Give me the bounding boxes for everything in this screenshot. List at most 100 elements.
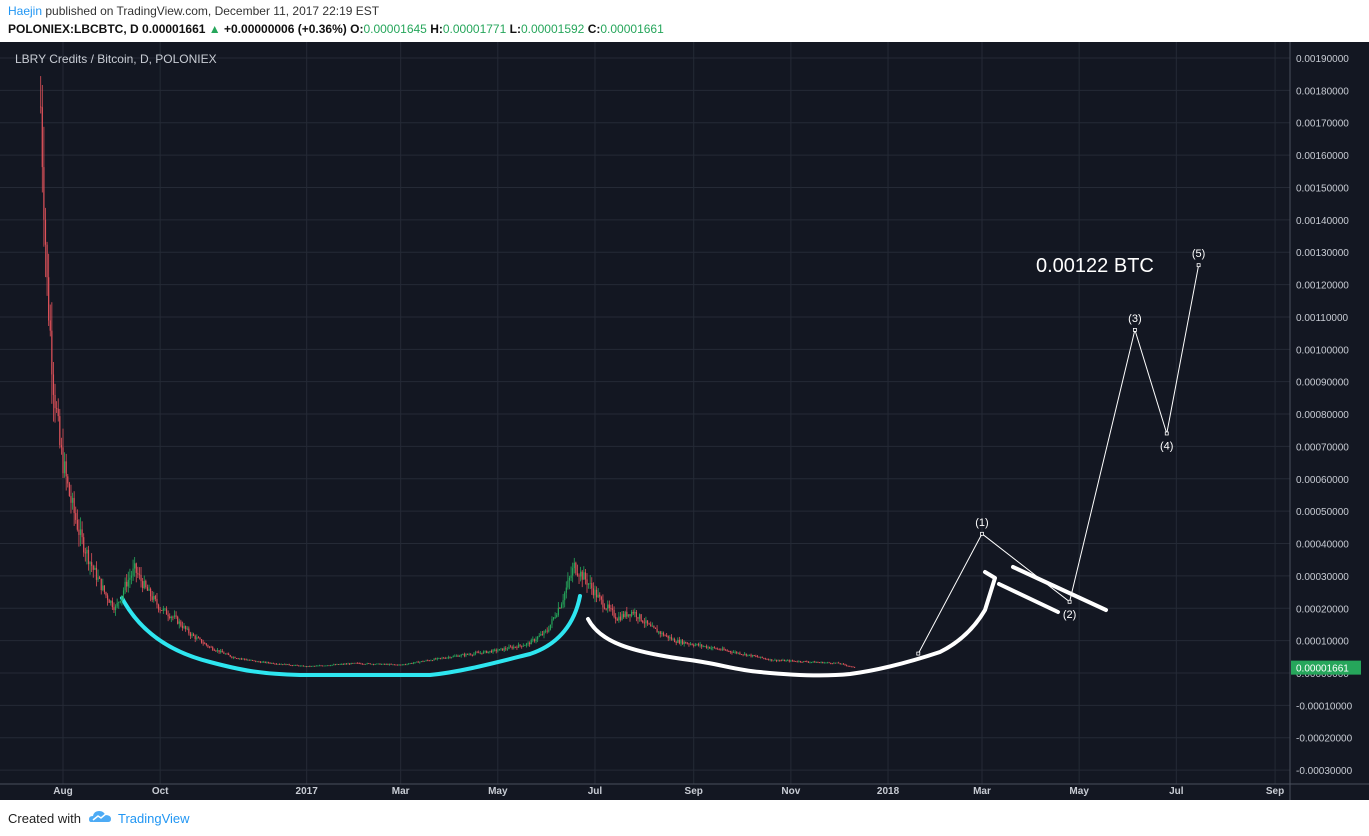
candle-body	[771, 659, 773, 661]
candle-body	[228, 653, 230, 656]
candle-body	[296, 665, 298, 666]
symbol-label: POLONIEX:LBCBTC, D	[8, 22, 139, 36]
candle-body	[605, 608, 607, 610]
candle-body	[414, 662, 416, 663]
candle-body	[492, 649, 494, 653]
candle-body	[172, 616, 174, 618]
wave-point[interactable]	[1196, 263, 1201, 268]
candle-body	[509, 646, 512, 648]
candle-body	[548, 629, 550, 632]
candle-body	[148, 588, 150, 591]
wave-point[interactable]	[1133, 327, 1137, 332]
candle-body	[658, 631, 660, 633]
candle-body	[674, 638, 676, 643]
candle-body	[849, 666, 851, 667]
wave-point[interactable]	[1067, 599, 1072, 604]
candle-body	[63, 461, 66, 474]
tradingview-link[interactable]: TradingView	[118, 811, 190, 826]
candle-body	[165, 608, 168, 615]
candle-body	[99, 577, 101, 579]
price-chart[interactable]: (1) (2) (3) (4) (5) 0.00122 BTC 0.00190000 0.0…	[0, 42, 1369, 800]
candle-body	[844, 664, 846, 666]
candle-body	[282, 664, 284, 665]
candle-body	[831, 663, 833, 665]
candle-body	[119, 600, 121, 603]
candle-body	[611, 608, 614, 611]
x-tick-label: Sep	[1266, 786, 1284, 797]
candle-body	[312, 665, 314, 667]
candle-body	[466, 653, 469, 655]
y-tick-label: 0.00120000	[1296, 281, 1349, 292]
candle-body	[216, 650, 219, 652]
candle-body	[306, 666, 308, 667]
candle-body	[290, 665, 292, 666]
candle-body	[562, 600, 564, 605]
candle-body	[46, 244, 48, 278]
candle-body	[149, 588, 152, 597]
author-link[interactable]: Haejin	[8, 4, 43, 18]
candle-body	[409, 663, 411, 664]
candle-body	[670, 637, 673, 640]
candle-body	[780, 660, 782, 662]
wave-point[interactable]	[1164, 431, 1169, 436]
candle-body	[560, 604, 563, 609]
candle-body	[322, 665, 324, 667]
candle-body	[458, 656, 461, 657]
candle-body	[575, 562, 577, 574]
candle-body	[568, 577, 571, 581]
candle-body	[484, 650, 486, 652]
y-tick-label: 0.00140000	[1296, 216, 1349, 227]
candle-body	[825, 662, 827, 664]
candle-body	[659, 631, 661, 634]
candle-body	[476, 652, 478, 654]
candle-body	[403, 664, 405, 666]
candle-body	[519, 644, 521, 646]
last-price-label: 0.00001661	[1296, 664, 1349, 675]
candle-body	[271, 662, 273, 664]
candle-body	[180, 621, 182, 626]
candle-body	[610, 608, 612, 609]
candle-body	[853, 666, 856, 668]
tradingview-logo-icon[interactable]	[88, 808, 114, 826]
y-tick-label: 0.00070000	[1296, 442, 1349, 453]
candle-body	[151, 596, 153, 600]
candle-body	[750, 654, 752, 657]
candle-body	[299, 665, 301, 667]
candle-body	[648, 623, 650, 625]
wave-point[interactable]	[916, 651, 921, 656]
x-tick-label: Sep	[685, 786, 703, 797]
chart-area[interactable]: (1) (2) (3) (4) (5) 0.00122 BTC 0.00190000 0.0…	[0, 42, 1369, 800]
candle-body	[701, 644, 703, 647]
candle-body	[621, 614, 623, 620]
candle-body	[573, 562, 575, 569]
candle-body	[162, 608, 164, 611]
candle-body	[422, 661, 424, 662]
candle-body	[498, 649, 501, 651]
candle-body	[836, 662, 838, 664]
candle-body	[253, 660, 255, 662]
wave-point[interactable]	[980, 531, 984, 536]
candle-body	[279, 663, 281, 665]
candle-body	[396, 664, 399, 666]
candle-body	[640, 614, 642, 621]
candle-body	[363, 663, 365, 665]
candle-body	[529, 642, 531, 645]
candle-body	[643, 622, 645, 624]
candle-body	[833, 662, 835, 664]
candle-body	[635, 611, 637, 618]
candle-body	[365, 664, 367, 665]
candle-body	[807, 661, 809, 663]
y-tick-label: 0.00160000	[1296, 151, 1349, 162]
candle-body	[717, 648, 719, 650]
candle-body	[584, 572, 587, 580]
candle-body	[124, 581, 126, 591]
candle-body	[583, 572, 585, 580]
candle-body	[626, 611, 628, 617]
candle-body	[102, 585, 104, 590]
candle-body	[473, 653, 475, 655]
candle-body	[84, 552, 86, 554]
candle-body	[820, 662, 822, 663]
candle-body	[443, 657, 445, 659]
candle-body	[156, 598, 158, 605]
candle-body	[137, 572, 139, 575]
